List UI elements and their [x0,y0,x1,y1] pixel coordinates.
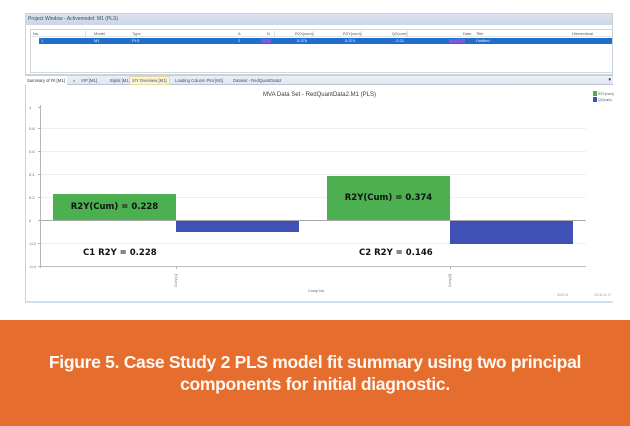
cell-title: Untitled [476,38,490,43]
col-q2-cum[interactable]: Q2(cum) [392,31,408,36]
legend-swatch-blue [593,97,597,102]
tab-dataset[interactable]: Dataset - RedQuantData2 [233,78,282,83]
y-tick-label: 0.2 [29,195,43,200]
y-tick-label: 0 [29,218,43,223]
cell-date-highlight [449,39,465,43]
bar-label: R2Y(Cum) = 0.228 [70,202,159,212]
y-tick-label: 0.8 [29,126,43,131]
column-separator[interactable] [85,31,86,36]
col-a[interactable]: A [238,31,241,36]
legend-swatch-green [593,91,597,96]
software-label: SIMCA [557,293,569,297]
bar-r2y-comp2[interactable]: R2Y(Cum) = 0.374 [327,176,450,220]
table-header: No. Model Type A N R2X(cum) R2Y(cum) Q2(… [31,30,612,37]
bar-label: R2Y(Cum) = 0.374 [344,193,433,203]
cell-a: 2 [238,38,241,43]
table-row[interactable]: 1 M1 PLS 2 0.376 0.374 -0.21 Untitled [39,38,612,44]
y-tick-label: -0.2 [29,241,43,246]
x-tick-mark [176,266,177,269]
cell-q2-cum: -0.21 [395,38,405,43]
software-screenshot: Project Window - Activemodel: M1 (PLS) N… [25,13,614,303]
cell-type: PLS [132,38,140,43]
gridline [41,174,586,175]
col-no[interactable]: No. [33,31,40,36]
close-tab-icon[interactable]: × [73,78,76,83]
project-window: Project Window - Activemodel: M1 (PLS) N… [25,13,613,75]
bar-q2-comp2[interactable] [450,220,573,244]
y-tick-label: -0.4 [29,264,43,269]
caption-text: Figure 5. Case Study 2 PLS model fit sum… [48,352,582,394]
cell-no: 1 [41,38,44,43]
bar-r2y-comp1[interactable]: R2Y(Cum) = 0.228 [53,194,176,220]
models-table: No. Model Type A N R2X(cum) R2Y(cum) Q2(… [30,29,612,73]
chart-legend[interactable]: R2Y(cum) Q2(cum) [593,91,614,103]
gridline [41,243,586,244]
x-tick-label: Comp[2] [448,273,452,287]
tab-bar: Summary of Fit [M1] × VIP [M1] Biplot [M… [25,75,613,85]
column-separator[interactable] [313,31,314,36]
gridline [41,128,586,129]
tab-list-dropdown-icon[interactable]: ▾ [608,77,611,83]
y-axis-line [40,105,41,268]
bar-q2-comp1[interactable] [176,220,299,232]
column-separator[interactable] [361,31,362,36]
legend-label: Q2(cum) [598,98,612,102]
col-n[interactable]: N [267,31,270,36]
column-separator[interactable] [407,31,408,36]
tab-xy-overview[interactable]: X/Y Overview [M1] [129,76,170,85]
col-type[interactable]: Type [132,31,141,36]
legend-label: R2Y(cum) [598,92,614,96]
zero-line [41,220,586,221]
x-axis-title: Comp No. [308,289,326,293]
column-separator[interactable] [274,31,275,36]
y-tick-label: 0.4 [29,172,43,177]
annotation-c2-r2y: C2 R2Y = 0.146 [359,248,433,258]
col-r2y-cum[interactable]: R2Y(cum) [343,31,362,36]
summary-of-fit-chart: MVA Data Set - RedQuantData2.M1 (PLS) R2… [25,85,614,303]
project-window-title: Project Window - Activemodel: M1 (PLS) [26,14,612,25]
cell-r2y-cum: 0.374 [345,38,356,43]
tab-vip[interactable]: VIP [M1] [81,78,97,83]
tab-summary-of-fit[interactable]: Summary of Fit [M1] [25,76,67,85]
tab-biplot[interactable]: Biplot [M1] [110,78,130,83]
cell-n-highlight [261,39,271,43]
col-r2x-cum[interactable]: R2X(cum) [295,31,314,36]
x-tick-mark [450,266,451,269]
cell-r2x-cum: 0.376 [297,38,308,43]
gridline [41,151,586,152]
col-hierarchical[interactable]: Hierarchical [572,31,594,36]
col-model[interactable]: Model [94,31,105,36]
legend-item-r2y: R2Y(cum) [593,91,614,97]
col-title[interactable]: Title [476,31,484,36]
x-axis-line [41,266,586,267]
chart-title: MVA Data Set - RedQuantData2.M1 (PLS) [263,92,376,98]
annotation-c1-r2y: C1 R2Y = 0.228 [83,248,157,258]
col-date[interactable]: Date [463,31,472,36]
gridline [41,197,586,198]
y-tick-label: 1 [29,105,43,110]
cell-model: M1 [94,38,100,43]
tab-loading-column-plot[interactable]: Loading Column Plot [M1] [175,78,224,83]
chart-date: 2018-11-27 [594,293,612,297]
x-tick-label: Comp[1] [174,273,178,287]
figure-caption: Figure 5. Case Study 2 PLS model fit sum… [0,320,630,426]
y-tick-label: 0.6 [29,149,43,154]
legend-item-q2: Q2(cum) [593,97,614,103]
